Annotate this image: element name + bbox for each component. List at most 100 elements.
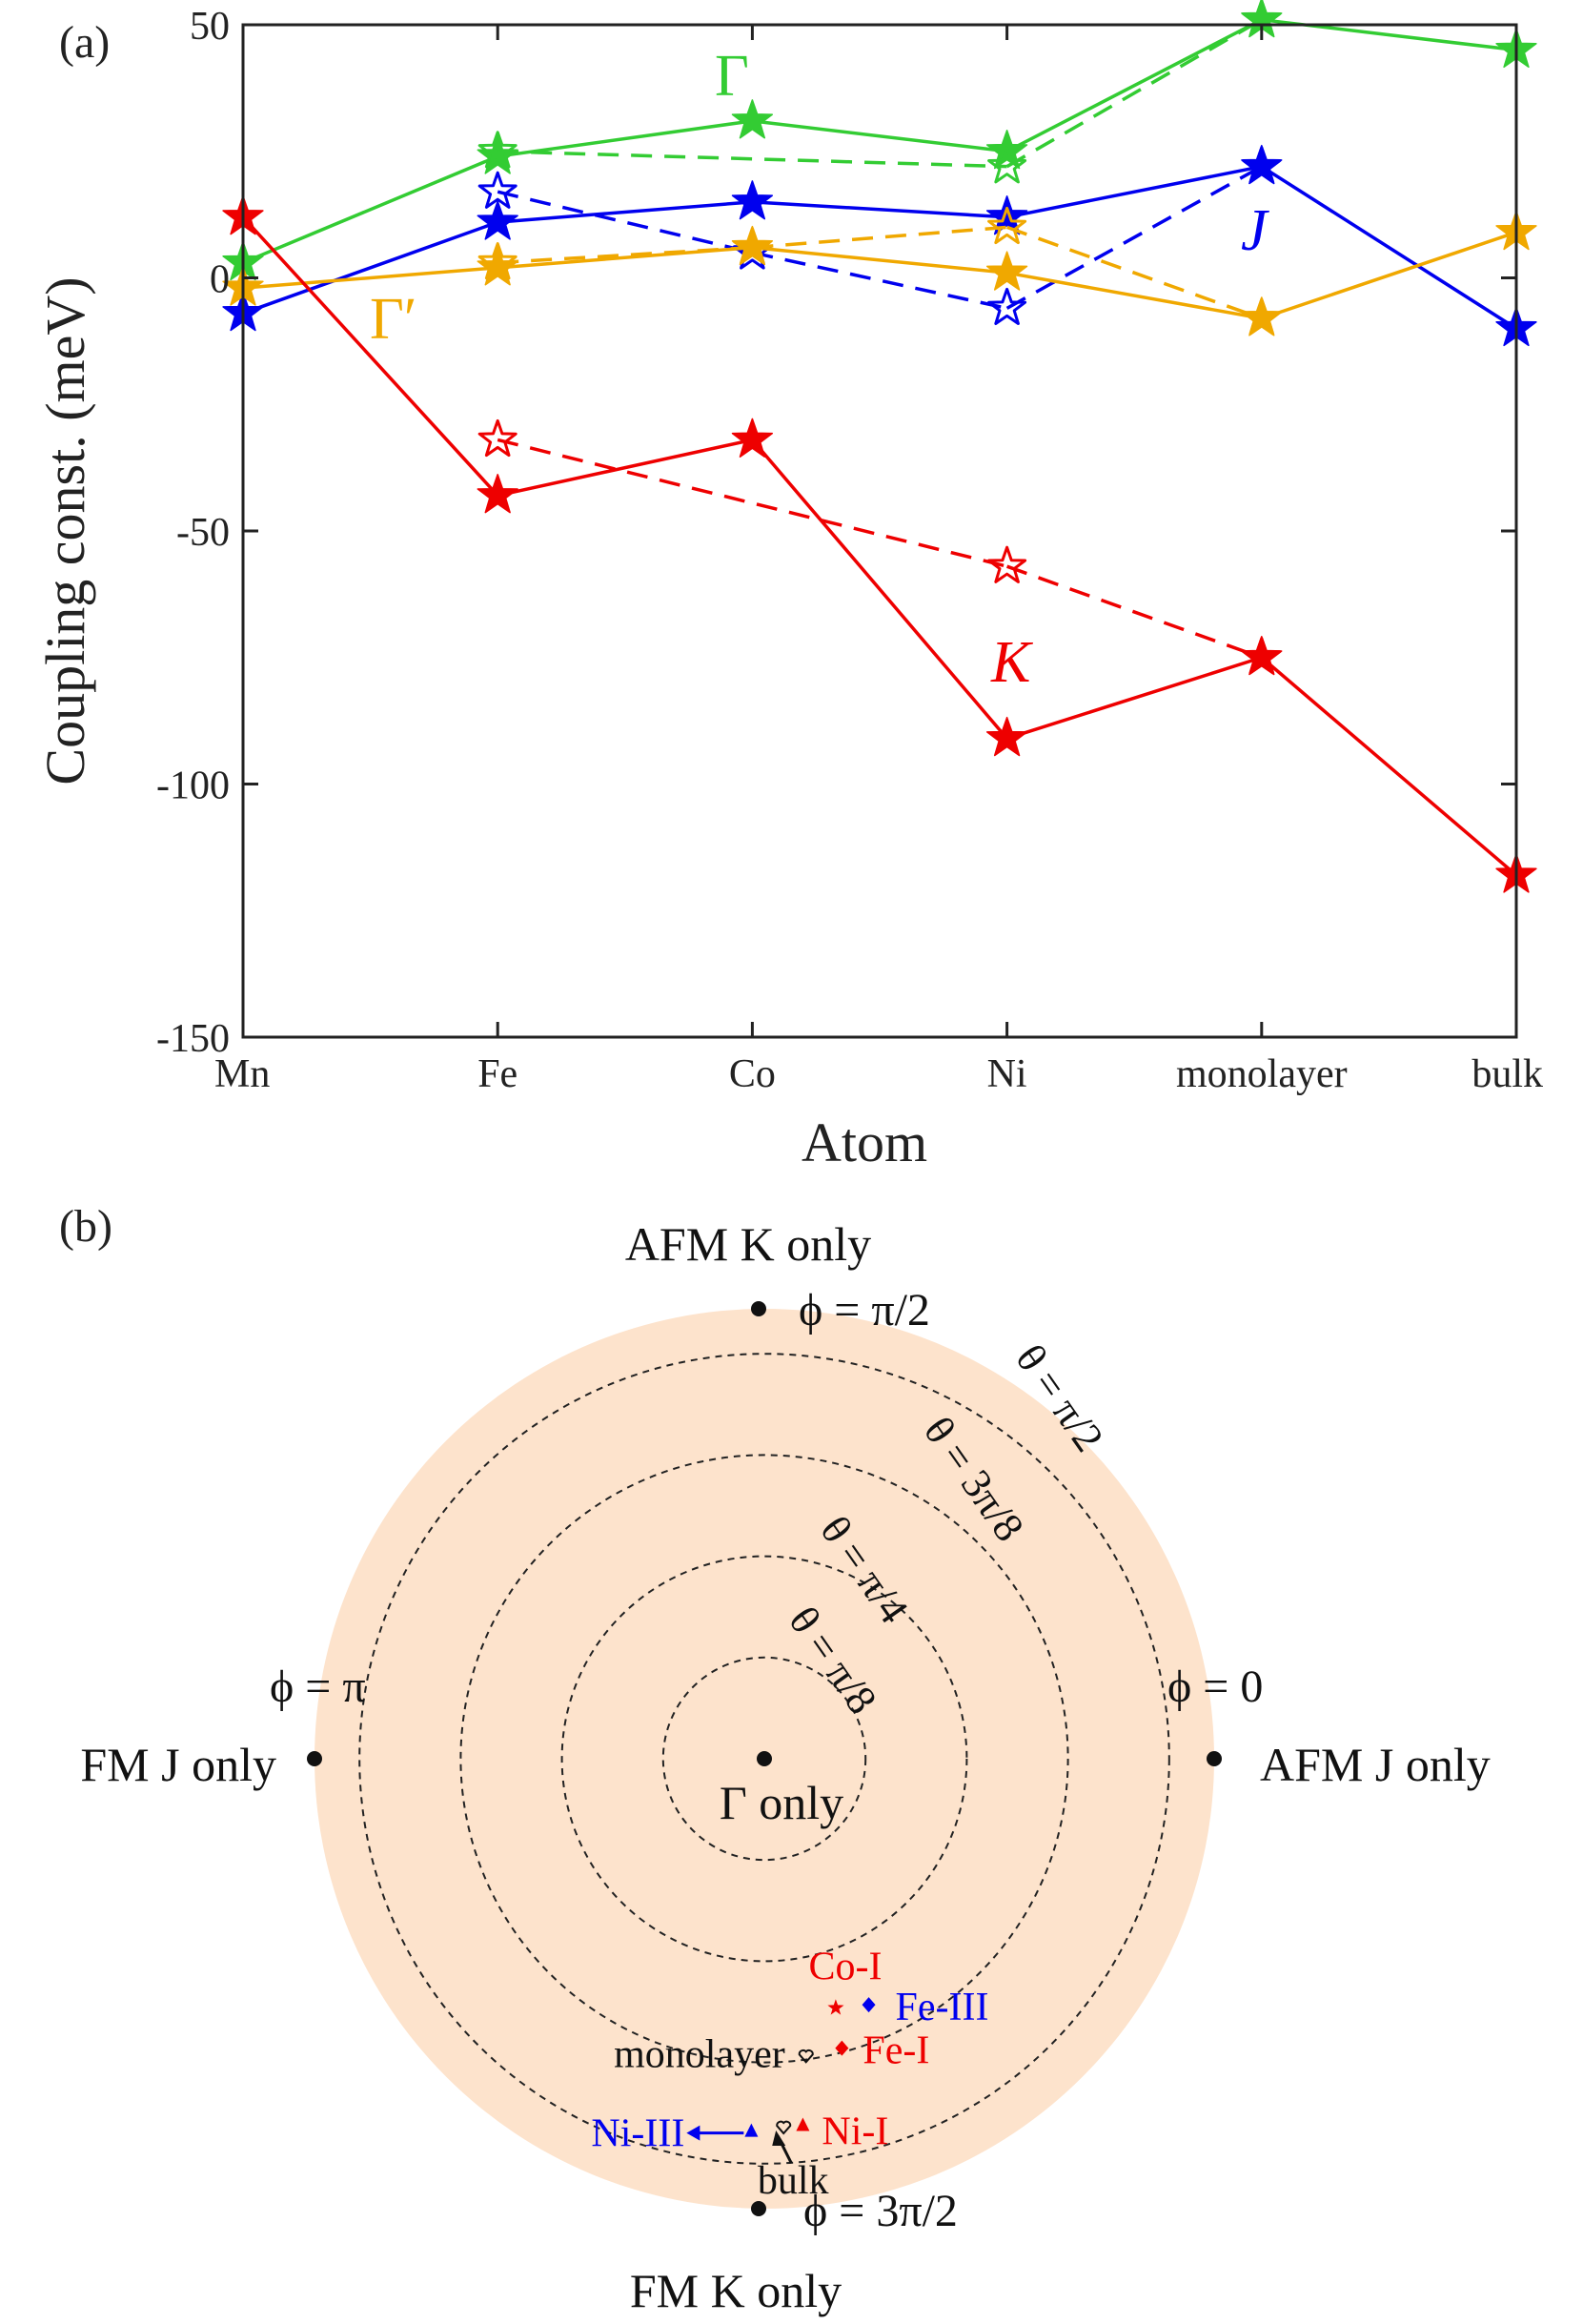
series-k-dashed-marker-monolayer bbox=[1242, 637, 1282, 675]
series--segment bbox=[1006, 271, 1263, 320]
point-ni-iii: Ni-III bbox=[591, 2112, 759, 2156]
point-fe-i-label: Fe-I bbox=[863, 2029, 929, 2073]
series--marker-ni bbox=[985, 251, 1028, 291]
point-monolayer-label: monolayer bbox=[614, 2032, 785, 2076]
point-fe-iii: Fe-III bbox=[862, 1986, 989, 2029]
region-label-right: AFM J only bbox=[1260, 1738, 1491, 1791]
x-tick-label-monolayer: monolayer bbox=[1176, 1052, 1348, 1096]
series-j-marker-co bbox=[731, 180, 774, 220]
series-k-segment bbox=[1006, 656, 1263, 741]
series-dashed-segment bbox=[497, 150, 1007, 169]
phi-label-left: ϕ = π bbox=[270, 1661, 366, 1712]
series-dashed-marker-monolayer bbox=[1242, 297, 1282, 336]
series-dashed-marker-ni bbox=[987, 206, 1027, 245]
series--segment bbox=[752, 119, 1007, 153]
series-j-segment bbox=[242, 220, 498, 316]
theta-circle-3 bbox=[459, 1454, 1069, 2064]
panel-a-label: (a) bbox=[59, 17, 110, 68]
x-tick-label-bulk: bulk bbox=[1471, 1052, 1543, 1096]
series--segment bbox=[752, 245, 1007, 275]
cardinal-point-center bbox=[757, 1751, 772, 1766]
point-fe-i-marker bbox=[835, 2040, 849, 2056]
series-k-marker-co bbox=[731, 418, 774, 458]
point-ni-i: Ni-I bbox=[796, 2110, 888, 2153]
theta-circle-2 bbox=[560, 1555, 968, 1963]
point-co-i-marker bbox=[827, 1999, 844, 2015]
series-label-j: J bbox=[1241, 198, 1269, 263]
series-j-marker-fe bbox=[477, 200, 518, 240]
panel-b-label: (b) bbox=[59, 1201, 112, 1252]
series-k bbox=[222, 195, 1537, 893]
series-dashed-marker-fe bbox=[477, 131, 518, 169]
series-j bbox=[222, 144, 1537, 347]
theta-circle-1 bbox=[661, 1656, 867, 1862]
point-co-i-label: Co-I bbox=[808, 1945, 882, 1988]
theta-circle-4 bbox=[358, 1353, 1170, 2165]
x-tick-label-mn: Mn bbox=[214, 1052, 270, 1096]
series-dashed-marker-ni bbox=[987, 146, 1027, 184]
series-k-dashed bbox=[477, 418, 1282, 675]
y-tick-label: 0 bbox=[210, 258, 230, 302]
series-k-dashed-marker-fe bbox=[477, 418, 518, 458]
x-tick-label-fe: Fe bbox=[477, 1052, 518, 1096]
series-dashed-marker-fe bbox=[477, 242, 518, 280]
series--segment bbox=[1261, 231, 1517, 320]
series-j-segment bbox=[752, 200, 1007, 219]
series-dashed-segment bbox=[1006, 225, 1263, 320]
series--segment bbox=[242, 154, 498, 265]
point-ni-i-label: Ni-I bbox=[822, 2110, 888, 2153]
point-fe-i: Fe-I bbox=[835, 2029, 929, 2073]
series-label-gamma-prime: Γ′ bbox=[370, 287, 416, 352]
series-j-dashed-marker-monolayer bbox=[1242, 146, 1282, 184]
panel-a-y-axis-title: Coupling const. (meV) bbox=[34, 276, 96, 785]
series-j-dashed bbox=[477, 146, 1282, 325]
series-dashed-marker-co bbox=[732, 227, 772, 265]
series-k-marker-fe bbox=[477, 474, 518, 514]
point-ni-i-marker bbox=[796, 2117, 810, 2131]
series--marker-fe bbox=[477, 134, 518, 174]
series-j-dashed-segment bbox=[1005, 165, 1263, 310]
region-label-center: Γ only bbox=[720, 1776, 843, 1829]
cardinal-point-top bbox=[751, 1301, 766, 1316]
point-monolayer-marker bbox=[798, 2049, 814, 2064]
region-label-top: AFM K only bbox=[625, 1217, 871, 1271]
series-j-dashed-marker-fe bbox=[477, 171, 518, 209]
point-bulk-arrow-head bbox=[772, 2130, 786, 2147]
series-k-dashed-marker-ni bbox=[987, 545, 1027, 583]
cardinal-point-right bbox=[1207, 1751, 1222, 1766]
y-tick-label: -50 bbox=[176, 511, 230, 555]
series-dashed bbox=[477, 206, 1282, 336]
series-dashed-segment bbox=[1005, 18, 1263, 169]
x-tick-label-ni: Ni bbox=[987, 1052, 1027, 1096]
series-k-segment bbox=[751, 438, 1008, 740]
cardinal-points: ϕ = π/2 AFM K only ϕ = 0 AFM J only ϕ = π FM … bbox=[80, 1217, 1490, 2317]
phi-label-right: ϕ = 0 bbox=[1167, 1661, 1263, 1712]
series-dashed-segment bbox=[752, 225, 1007, 250]
series-j-dashed-segment bbox=[497, 190, 753, 255]
phi-label-bottom: ϕ = 3π/2 bbox=[803, 2186, 958, 2236]
material-points: Co-I Fe-III monolayer Fe-I Ni-III bulk Ni-I bbox=[591, 1945, 988, 2203]
cardinal-point-left bbox=[307, 1751, 322, 1766]
series-k-segment bbox=[497, 438, 753, 498]
phi-label-top: ϕ = π/2 bbox=[799, 1285, 930, 1335]
region-label-bottom: FM K only bbox=[630, 2264, 842, 2317]
x-tick-label-co: Co bbox=[729, 1052, 776, 1096]
y-tick-label: 50 bbox=[190, 5, 230, 49]
point-ni-iii-marker bbox=[744, 2123, 759, 2137]
point-co-i: Co-I bbox=[808, 1945, 882, 2015]
series-label-gamma: Γ bbox=[715, 44, 749, 109]
point-fe-iii-marker bbox=[862, 1997, 876, 2013]
series-k-dashed-segment bbox=[1006, 564, 1263, 660]
series-k-dashed-segment bbox=[497, 438, 1008, 568]
series-k-marker-ni bbox=[985, 716, 1028, 757]
series-j-segment bbox=[497, 200, 753, 224]
series--segment bbox=[497, 119, 753, 158]
series-label-k: K bbox=[990, 630, 1034, 695]
series-k-segment bbox=[1260, 656, 1518, 877]
point-bulk-marker bbox=[776, 2120, 792, 2135]
series-j-dashed-marker-ni bbox=[987, 287, 1027, 325]
series-j-dashed-segment bbox=[752, 251, 1007, 311]
series-dashed-segment bbox=[497, 245, 753, 265]
point-ni-iii-label: Ni-III bbox=[591, 2112, 684, 2156]
